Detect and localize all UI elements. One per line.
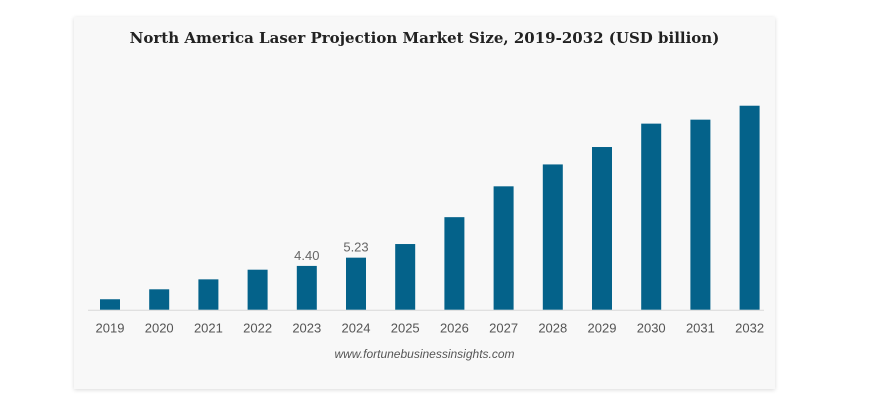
- bar-2032: [739, 105, 760, 310]
- bar-2025: [395, 244, 416, 310]
- bar-2023: [296, 265, 317, 310]
- bar-2022: [247, 269, 268, 310]
- data-label: 4.40: [294, 248, 319, 263]
- x-tick-label: 2028: [538, 321, 567, 336]
- bar-2027: [493, 186, 514, 310]
- bar-2021: [198, 279, 219, 310]
- x-tick-label: 2020: [145, 321, 174, 336]
- x-tick-label: 2030: [637, 321, 666, 336]
- bar-2030: [641, 123, 662, 310]
- chart-card: North America Laser Projection Market Si…: [74, 17, 775, 389]
- x-tick-label: 2024: [342, 321, 371, 336]
- bar-2031: [690, 119, 711, 310]
- source-text: www.fortunebusinessinsights.com: [334, 347, 515, 361]
- x-tick-label: 2031: [686, 321, 715, 336]
- bar-2024: [346, 257, 366, 310]
- x-tick-label: 2027: [489, 321, 518, 336]
- bar-2028: [542, 164, 563, 310]
- chart-title: North America Laser Projection Market Si…: [129, 29, 720, 47]
- x-tick-label: 2032: [735, 321, 764, 336]
- x-tick-label: 2025: [391, 321, 420, 336]
- bar-2026: [444, 217, 465, 310]
- bar-chart: 2019 2020 2021 2022 2023 4.40 2024 5.23 2025 2026…: [88, 105, 764, 336]
- bar-2019: [100, 299, 120, 310]
- x-tick-label: 2019: [96, 321, 125, 336]
- x-tick-label: 2023: [292, 321, 321, 336]
- x-tick-label: 2022: [243, 321, 272, 336]
- x-tick-label: 2026: [440, 321, 469, 336]
- bar-2029: [592, 147, 612, 310]
- x-tick-label: 2021: [194, 321, 223, 336]
- x-tick-label: 2029: [588, 321, 617, 336]
- bar-2020: [149, 289, 170, 310]
- data-label: 5.23: [343, 240, 368, 255]
